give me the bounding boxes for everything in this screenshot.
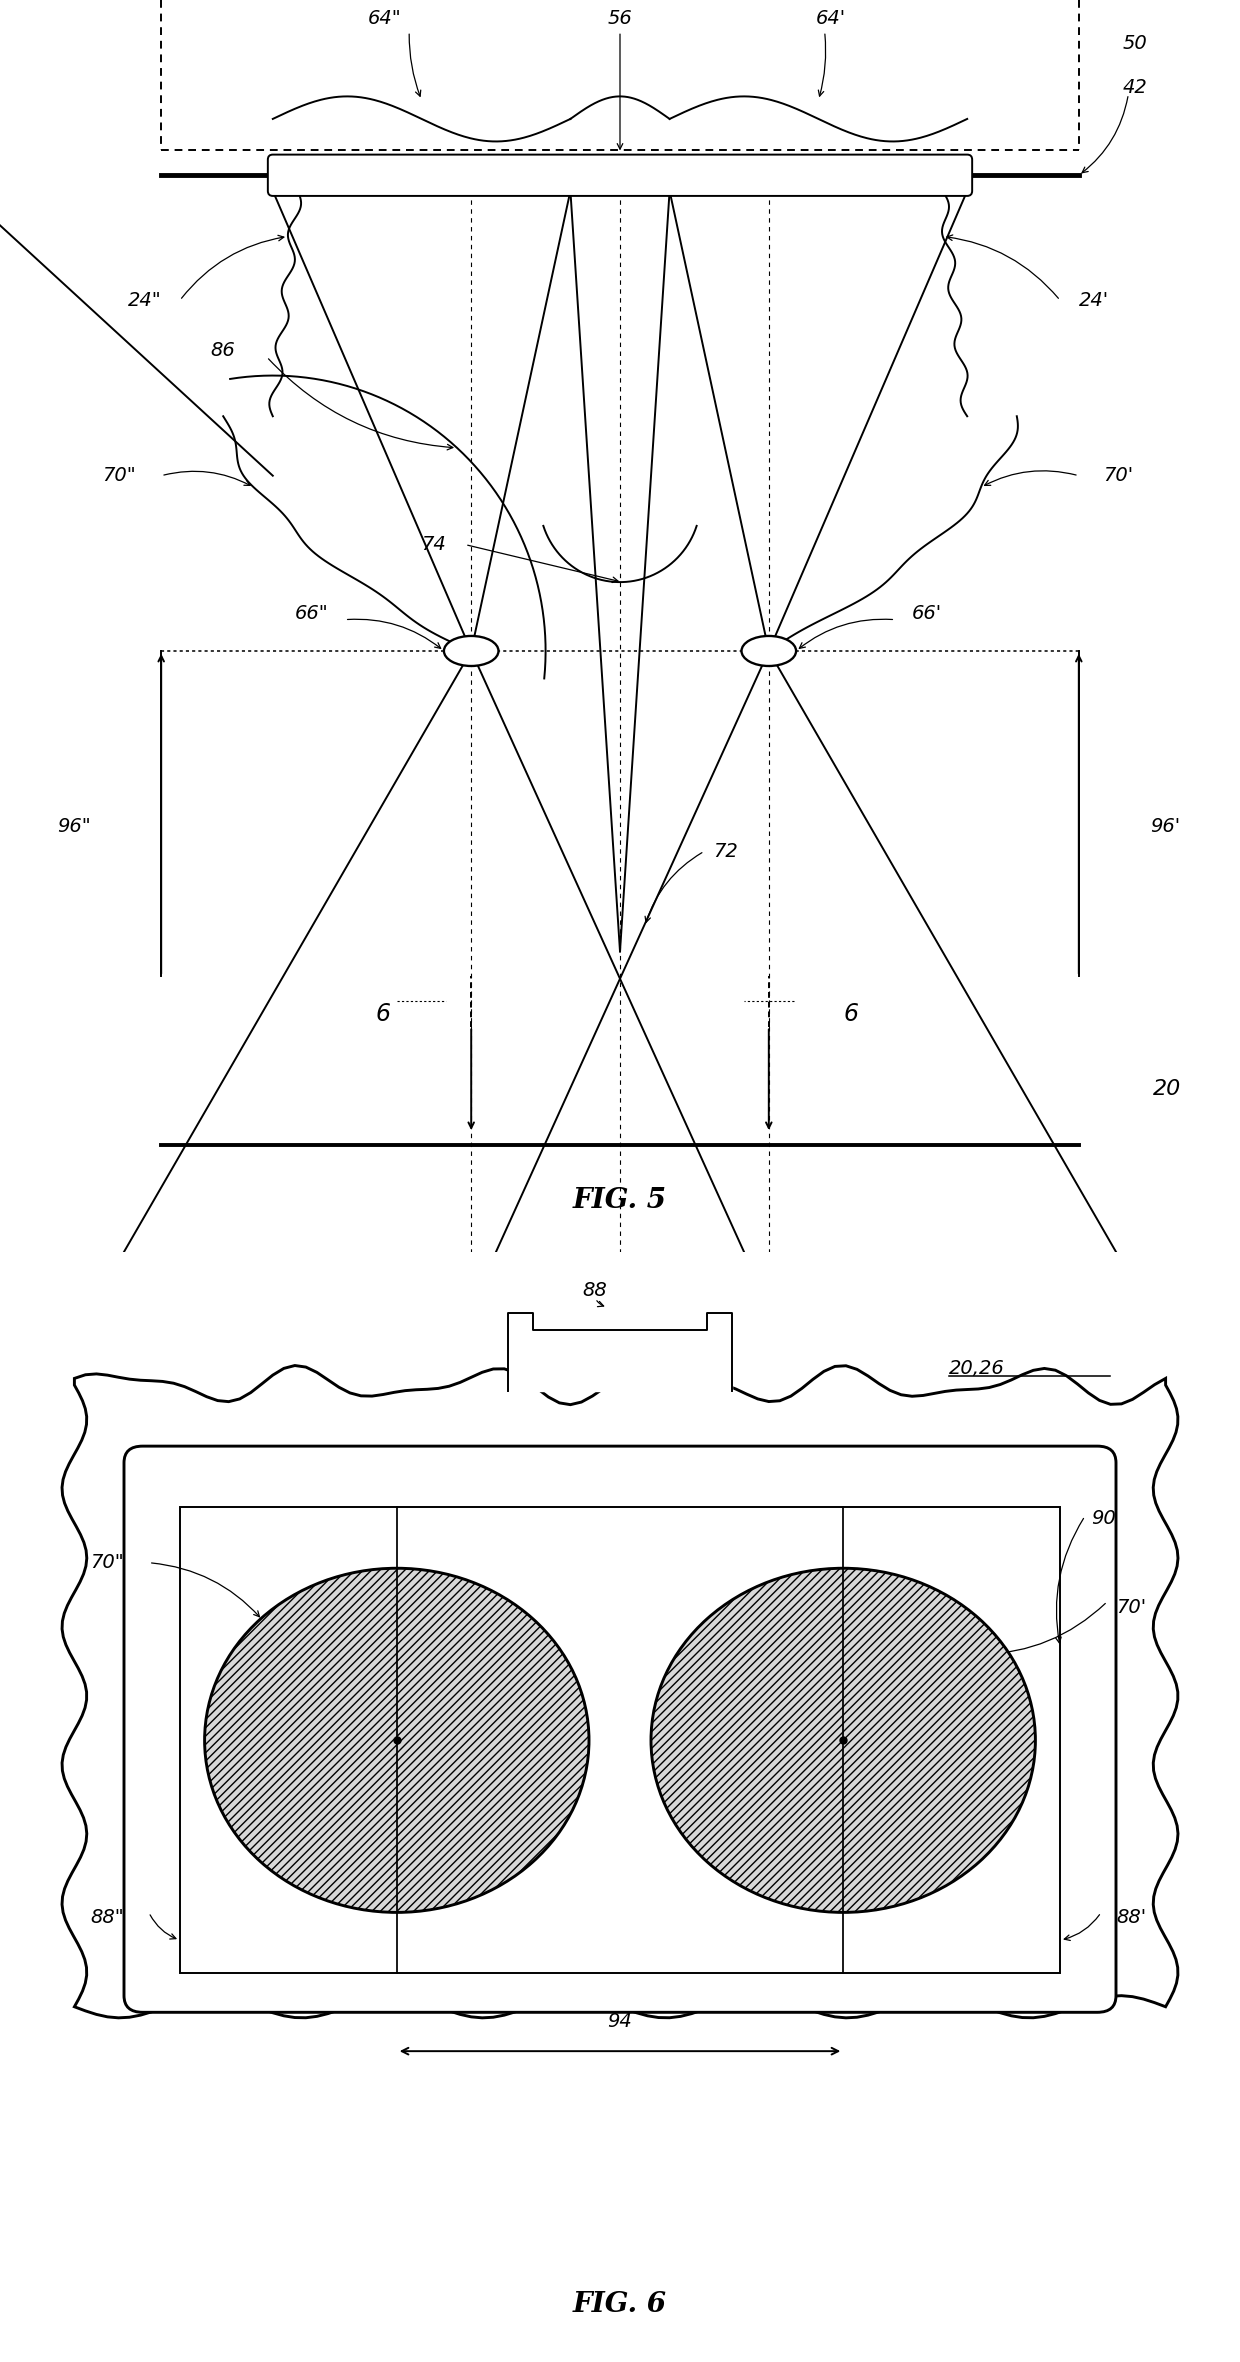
Polygon shape — [62, 1365, 1178, 2017]
Circle shape — [205, 1568, 589, 1913]
Circle shape — [651, 1568, 1035, 1913]
Text: 94: 94 — [608, 2012, 632, 2031]
Text: 96": 96" — [57, 817, 92, 836]
Text: FIG. 6: FIG. 6 — [573, 2291, 667, 2317]
Text: 72: 72 — [713, 841, 738, 860]
FancyBboxPatch shape — [268, 154, 972, 196]
Text: FIG. 5: FIG. 5 — [573, 1188, 667, 1214]
Text: 6: 6 — [843, 1001, 858, 1025]
Text: 66": 66" — [295, 605, 329, 624]
Text: 64": 64" — [367, 9, 402, 28]
Circle shape — [651, 1568, 1035, 1913]
Circle shape — [205, 1568, 589, 1913]
Text: 88: 88 — [583, 1280, 608, 1299]
Text: 64': 64' — [816, 9, 846, 28]
Text: 70": 70" — [103, 465, 136, 484]
Text: 50: 50 — [1122, 35, 1147, 54]
FancyBboxPatch shape — [124, 1446, 1116, 2012]
Text: 6: 6 — [376, 1001, 391, 1025]
Text: 70': 70' — [1104, 465, 1133, 484]
Text: 56: 56 — [608, 9, 632, 28]
Text: 88': 88' — [1116, 1908, 1146, 1927]
Text: 74: 74 — [422, 536, 446, 555]
Text: 20: 20 — [1153, 1079, 1182, 1098]
Text: 88": 88" — [91, 1908, 124, 1927]
Text: 20,26: 20,26 — [949, 1358, 1004, 1377]
Text: 86: 86 — [211, 340, 236, 359]
Text: 96': 96' — [1151, 817, 1180, 836]
Ellipse shape — [444, 635, 498, 666]
Text: 70': 70' — [1116, 1597, 1146, 1616]
Text: 66': 66' — [911, 605, 941, 624]
Text: 24': 24' — [1079, 291, 1109, 309]
Text: 24": 24" — [128, 291, 161, 309]
Text: 90: 90 — [1091, 1509, 1116, 1528]
Ellipse shape — [742, 635, 796, 666]
Text: 42: 42 — [1122, 78, 1147, 97]
Polygon shape — [508, 1301, 732, 1391]
Bar — [180, 1507, 1060, 1975]
Text: 70": 70" — [91, 1554, 124, 1573]
